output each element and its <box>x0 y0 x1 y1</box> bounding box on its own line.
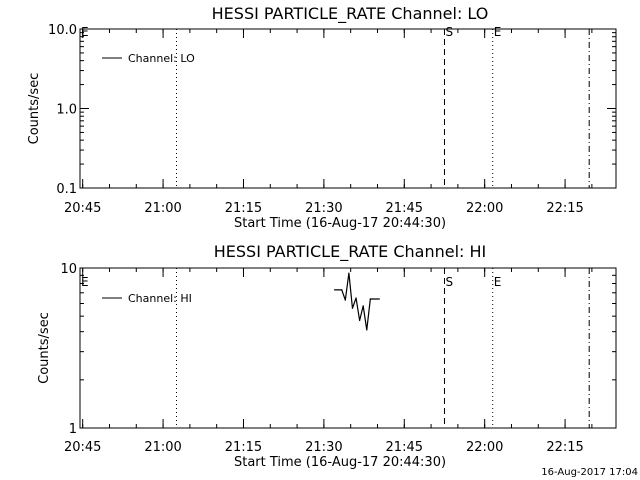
legend-label: Channel: HI <box>128 292 192 305</box>
marker-label: S <box>445 275 453 289</box>
data-point <box>355 297 357 299</box>
y-axis-label: Counts/sec <box>27 73 42 145</box>
x-tick-label: 21:15 <box>225 201 262 216</box>
y-axis-label: Counts/sec <box>37 312 52 384</box>
x-tick-label: 22:00 <box>466 440 503 455</box>
data-point <box>344 299 346 301</box>
x-tick-label: 21:45 <box>386 201 423 216</box>
x-tick-label: 20:45 <box>64 440 101 455</box>
y-tick-label: 10.0 <box>48 23 77 38</box>
x-tick-label: 21:00 <box>144 440 181 455</box>
data-point <box>366 329 368 331</box>
x-tick-label: 22:15 <box>546 201 583 216</box>
y-tick-label: 0.1 <box>56 182 77 197</box>
x-tick-label: 22:15 <box>546 440 583 455</box>
x-tick-label: 21:30 <box>305 201 342 216</box>
series-line <box>334 272 380 331</box>
y-tick-label: 10 <box>60 262 77 277</box>
x-tick-label: 20:45 <box>64 201 101 216</box>
data-point <box>341 289 343 291</box>
y-tick-label: 1.0 <box>56 103 77 118</box>
marker-label: S <box>445 25 453 39</box>
footer-timestamp: 16-Aug-2017 17:04 <box>541 467 638 478</box>
y-tick-label: 1 <box>69 422 77 437</box>
data-point <box>378 298 380 300</box>
marker-label: E <box>81 275 89 289</box>
x-tick-label: 21:00 <box>144 201 181 216</box>
data-point <box>369 298 371 300</box>
marker-label: E <box>81 25 89 39</box>
marker-label: E <box>494 275 502 289</box>
plot-frame <box>79 267 617 429</box>
data-point <box>359 319 361 322</box>
data-point <box>348 272 350 274</box>
x-tick-label: 21:45 <box>386 440 423 455</box>
panel-lo: HESSI PARTICLE_RATE Channel: LO Counts/se… <box>27 4 617 231</box>
data-point <box>334 289 336 291</box>
chart-title: HESSI PARTICLE_RATE Channel: HI <box>214 242 487 262</box>
chart-title: HESSI PARTICLE_RATE Channel: LO <box>212 4 489 24</box>
data-point <box>362 305 364 307</box>
x-axis-label: Start Time (16-Aug-17 20:44:30) <box>234 455 446 470</box>
x-tick-label: 21:30 <box>305 440 342 455</box>
panel-hi: HESSI PARTICLE_RATE Channel: HI Counts/se… <box>37 242 617 470</box>
x-tick-label: 21:15 <box>225 440 262 455</box>
data-point <box>351 307 354 309</box>
legend-label: Channel: LO <box>128 52 195 65</box>
x-tick-label: 22:00 <box>466 201 503 216</box>
data-point <box>371 298 373 300</box>
marker-label: E <box>494 25 502 39</box>
x-axis-label: Start Time (16-Aug-17 20:44:30) <box>234 216 446 231</box>
